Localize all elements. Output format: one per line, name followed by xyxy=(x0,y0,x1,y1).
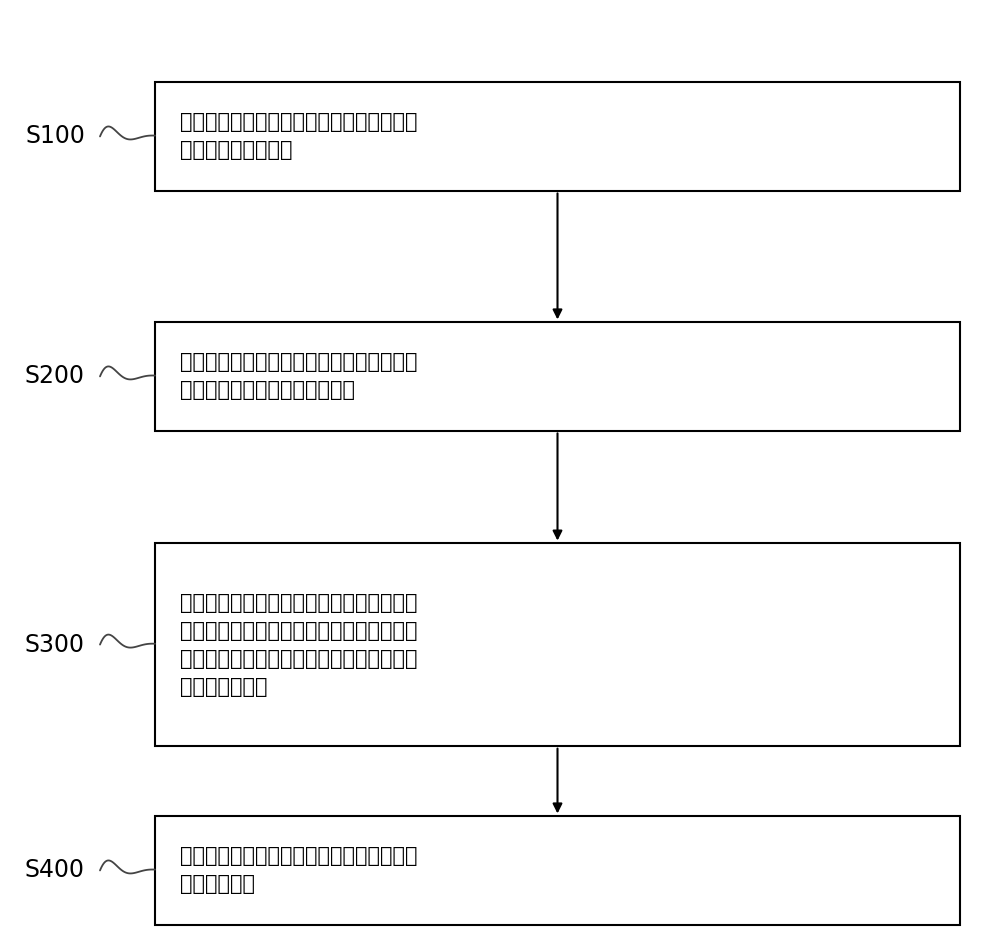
Text: 通过所述优化模型对输入的待预测文本进行
情感分析操作: 通过所述优化模型对输入的待预测文本进行 情感分析操作 xyxy=(180,846,418,895)
Text: 通过自注意力机制模块将文本和情感标签进
行特征融合，得到融合表示标识: 通过自注意力机制模块将文本和情感标签进 行特征融合，得到融合表示标识 xyxy=(180,352,418,401)
Text: S400: S400 xyxy=(25,858,85,883)
Text: S200: S200 xyxy=(25,364,85,389)
Text: 将融合表示标识输入多层感知器模块并进行
计算，得到文本和情感标签的匹配度；基于
匹配度优化损失函数使模型达到收敛状态，
得到优化模型；: 将融合表示标识输入多层感知器模块并进行 计算，得到文本和情感标签的匹配度；基于 … xyxy=(180,593,418,696)
Bar xyxy=(155,816,960,924)
Text: S100: S100 xyxy=(25,124,85,149)
Text: S300: S300 xyxy=(25,632,85,657)
Text: 获取文本和情感标签，并输入所述模型的所
述自注意力机制模块: 获取文本和情感标签，并输入所述模型的所 述自注意力机制模块 xyxy=(180,112,418,161)
Bar xyxy=(155,83,960,190)
Bar xyxy=(155,544,960,745)
Bar xyxy=(155,322,960,431)
